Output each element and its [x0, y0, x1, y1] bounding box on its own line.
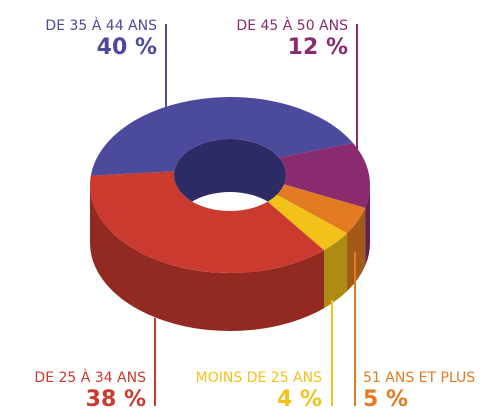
category-label: DE 35 À 44 ANS	[45, 17, 157, 34]
slice	[267, 194, 348, 251]
slice	[89, 171, 325, 273]
category-label: 51 ANS ET PLUS	[363, 370, 475, 386]
value-label: 38 %	[86, 387, 146, 410]
slice-side	[347, 207, 366, 292]
value-label: 12 %	[288, 35, 348, 60]
hole-wall	[174, 139, 286, 211]
slice-side	[89, 185, 325, 331]
value-label: 40 %	[97, 35, 157, 60]
category-label: DE 25 À 34 ANS	[34, 369, 146, 386]
value-label: 4 %	[277, 387, 322, 410]
slice	[276, 184, 366, 234]
slice-side	[365, 185, 370, 266]
category-label: DE 45 À 50 ANS	[236, 17, 348, 34]
slice-side	[324, 233, 348, 309]
value-label: 5 %	[363, 387, 408, 410]
category-label: MOINS DE 25 ANS	[196, 370, 322, 386]
donut-sides	[89, 185, 370, 331]
slice	[90, 97, 353, 176]
donut-tops	[89, 97, 371, 273]
slice	[279, 142, 371, 208]
